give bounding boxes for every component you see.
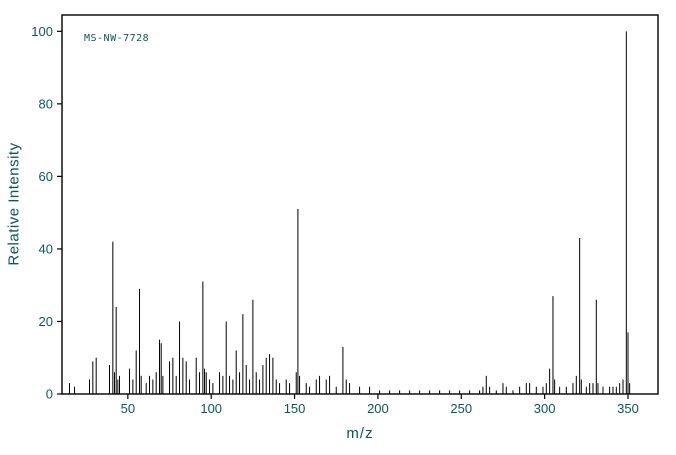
y-tick-label: 20 bbox=[39, 314, 53, 329]
spectrum-id-label: MS-NW-7728 bbox=[84, 33, 150, 44]
x-tick-label: 150 bbox=[284, 401, 306, 416]
y-tick-label: 60 bbox=[39, 169, 53, 184]
y-tick-label: 0 bbox=[46, 387, 53, 402]
y-tick-label: 80 bbox=[39, 96, 53, 111]
y-tick-label: 40 bbox=[39, 241, 53, 256]
x-tick-label: 200 bbox=[367, 401, 389, 416]
x-tick-label: 250 bbox=[450, 401, 472, 416]
x-tick-label: 100 bbox=[200, 401, 222, 416]
y-tick-label: 100 bbox=[31, 24, 53, 39]
plot-border bbox=[61, 14, 659, 395]
x-axis-label: m/z bbox=[346, 425, 374, 442]
y-axis-label: Relative Intensity bbox=[5, 142, 23, 266]
x-tick-label: 300 bbox=[534, 401, 556, 416]
x-tick-label: 350 bbox=[617, 401, 639, 416]
x-tick-label: 50 bbox=[121, 401, 135, 416]
